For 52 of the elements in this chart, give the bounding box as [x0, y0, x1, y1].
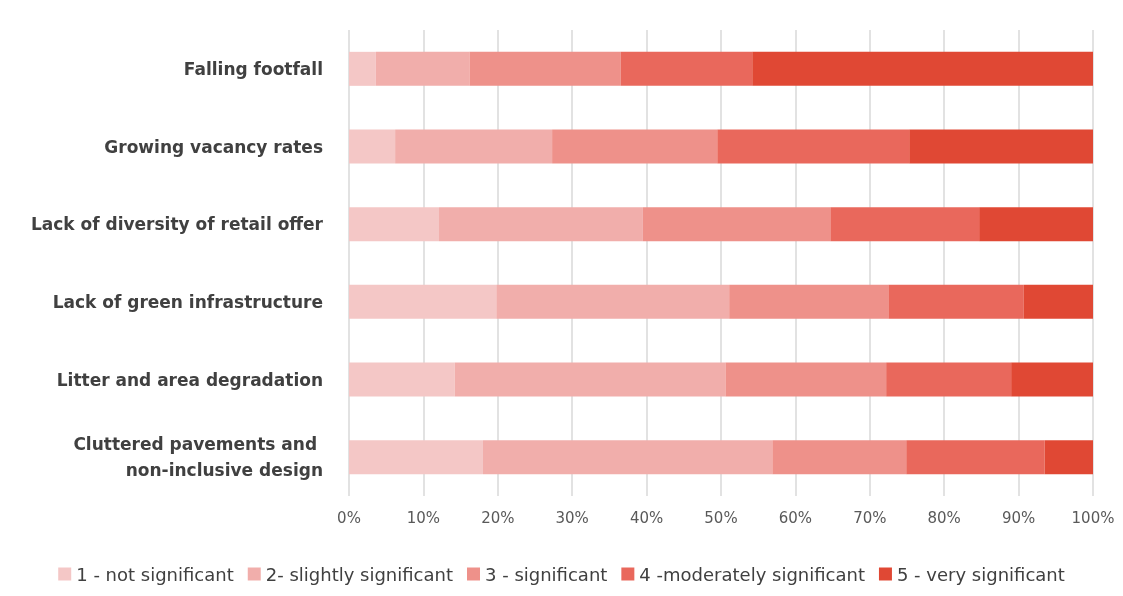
bar — [729, 284, 889, 319]
bar — [349, 51, 376, 86]
bar — [1044, 440, 1093, 475]
x-tick-label: 0% — [337, 508, 361, 527]
bar — [349, 129, 396, 164]
legend-label: 4 -moderately significant — [639, 563, 865, 585]
y-tick-label: Lack of diversity of retail offer — [30, 214, 324, 235]
legend-label: 1 - not significant — [76, 563, 234, 585]
bar — [909, 129, 1093, 164]
bar — [888, 284, 1024, 319]
bar — [772, 440, 907, 475]
bar — [1023, 284, 1093, 319]
x-tick-label: 50% — [704, 508, 738, 527]
y-tick-label: Growing vacancy rates — [104, 136, 323, 157]
x-tick-label: 60% — [778, 508, 813, 527]
bar — [482, 440, 773, 475]
y-tick-label: Cluttered pavements and non-inclusive design — [73, 434, 323, 481]
bar — [439, 207, 643, 242]
x-tick-label: 20% — [481, 508, 515, 527]
x-tick-label: 30% — [555, 508, 589, 527]
legend-label: 3 - significant — [485, 563, 608, 585]
bar — [642, 207, 831, 242]
x-tick-label: 80% — [927, 508, 961, 527]
bar — [752, 51, 1093, 86]
bar — [349, 284, 497, 319]
bar — [830, 207, 980, 242]
bar — [717, 129, 910, 164]
x-tick-label: 70% — [853, 508, 887, 527]
bar — [496, 284, 730, 319]
bar — [1011, 362, 1093, 397]
bar — [454, 362, 726, 397]
bar — [552, 129, 718, 164]
x-tick-label: 90% — [1001, 508, 1036, 527]
bar — [979, 207, 1093, 242]
bar — [469, 51, 621, 86]
bar — [349, 440, 483, 475]
bar — [906, 440, 1045, 475]
x-tick-label: 10% — [406, 508, 441, 527]
bar — [349, 207, 440, 242]
bar — [620, 51, 753, 86]
x-tick-label: 100% — [1071, 508, 1115, 527]
bar — [725, 362, 887, 397]
y-tick-label: Falling footfall — [183, 58, 323, 79]
x-tick-label: 40% — [629, 508, 664, 527]
legend-label: 2- slightly significant — [265, 563, 454, 585]
bar — [886, 362, 1012, 397]
bar — [395, 129, 553, 164]
bar — [375, 51, 470, 86]
legend-label: 5 - very significant — [896, 563, 1065, 585]
y-tick-label: Lack of green infrastructure — [52, 291, 323, 312]
y-tick-label: Litter and area degradation — [56, 369, 323, 390]
bar — [349, 362, 455, 397]
